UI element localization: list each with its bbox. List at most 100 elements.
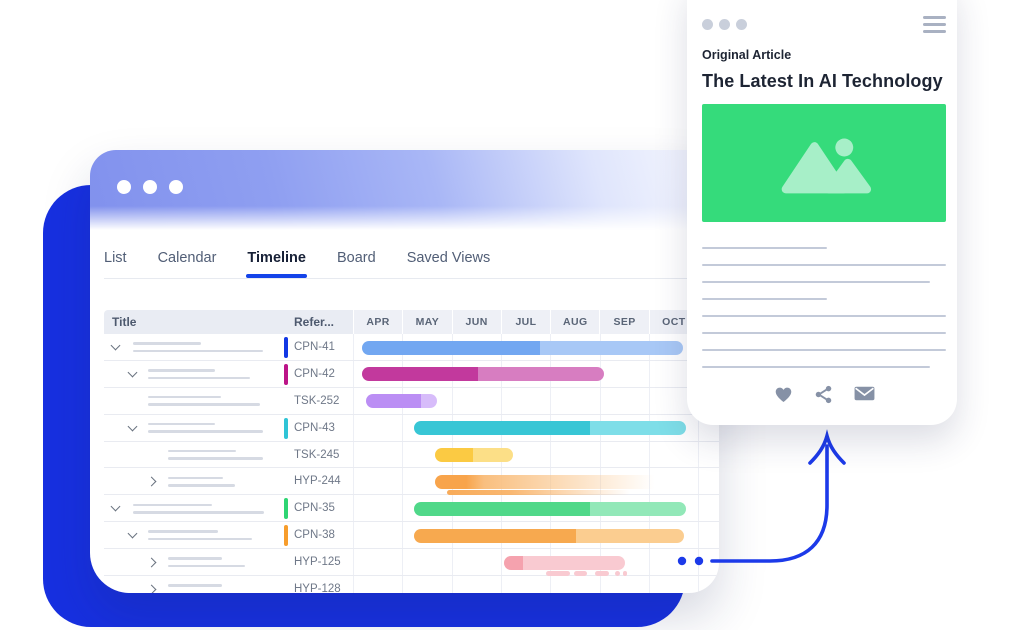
reference-label: HYP-128 — [294, 583, 341, 593]
months-header: APR MAY JUN JUL AUG SEP OCT — [352, 310, 719, 334]
gantt-bar[interactable] — [434, 474, 659, 489]
title-skeleton-line — [148, 530, 218, 533]
text-skeleton-line — [702, 298, 827, 301]
month-column-header: JUN — [451, 310, 501, 334]
chevron-right-icon[interactable] — [146, 584, 157, 593]
text-skeleton-line — [702, 349, 946, 352]
table-header: Title Refer... APR MAY JUN JUL AUG SEP OCT — [104, 310, 719, 334]
tab-saved-views[interactable]: Saved Views — [406, 250, 491, 266]
timeline-rows: CPN-41 CPN-42 TSK-252 CPN-43 TSK-245 HYP-244 C… — [104, 334, 719, 593]
timeline-row[interactable]: CPN-38 — [104, 522, 719, 550]
title-skeleton-line — [148, 537, 252, 541]
title-skeleton-line — [168, 584, 222, 587]
timeline-row[interactable]: CPN-43 — [104, 415, 719, 442]
timeline-row[interactable]: CPN-41 — [104, 334, 719, 361]
gantt-bar[interactable] — [414, 421, 687, 436]
row-accent-bar — [284, 363, 288, 385]
share-icon[interactable] — [813, 384, 834, 405]
gantt-subbar — [447, 489, 631, 495]
chevron-down-icon[interactable] — [127, 421, 138, 432]
gantt-bar[interactable] — [434, 448, 514, 463]
title-skeleton-line — [168, 457, 263, 460]
image-placeholder-icon — [781, 138, 872, 194]
gantt-dash — [545, 571, 570, 577]
timeline-row[interactable]: TSK-252 — [104, 388, 719, 415]
timeline-row[interactable]: TSK-245 — [104, 442, 719, 469]
timeline-table: Title Refer... APR MAY JUN JUL AUG SEP OCT CPN… — [104, 310, 719, 593]
title-skeleton-line — [168, 484, 235, 487]
arrow-head — [808, 429, 846, 465]
tab-calendar[interactable]: Calendar — [157, 250, 217, 266]
row-accent-bar — [284, 417, 288, 439]
timeline-row[interactable]: CPN-42 — [104, 361, 719, 388]
timeline-row[interactable]: HYP-128 — [104, 576, 719, 593]
card-menu-dot — [719, 19, 730, 31]
grid-line — [550, 334, 552, 593]
chevron-down-icon[interactable] — [127, 367, 138, 378]
title-skeleton-line — [168, 557, 222, 560]
card-window-dots — [702, 19, 747, 31]
email-icon[interactable] — [853, 384, 876, 405]
timeline-row[interactable]: CPN-35 — [104, 495, 719, 523]
window-control-dot[interactable] — [117, 180, 131, 194]
tab-list[interactable]: List — [104, 250, 127, 266]
chevron-right-icon[interactable] — [146, 476, 157, 487]
title-skeleton-line — [148, 403, 260, 406]
article-text-skeleton — [702, 247, 946, 369]
reference-label: CPN-42 — [294, 367, 335, 380]
gantt-bar[interactable] — [365, 394, 437, 409]
month-column-header: MAY — [402, 310, 452, 334]
like-icon[interactable] — [773, 384, 794, 405]
gantt-dash — [623, 571, 628, 577]
card-menu-dot — [702, 19, 713, 31]
reference-label: HYP-125 — [294, 556, 341, 569]
arrow-line — [710, 444, 829, 563]
gantt-bar[interactable] — [414, 501, 687, 516]
gantt-dash — [614, 571, 620, 577]
tabs-divider — [104, 278, 719, 279]
hamburger-menu-icon[interactable] — [923, 16, 946, 34]
row-accent-bar — [284, 337, 288, 358]
grid-line — [698, 334, 700, 593]
title-skeleton-line — [148, 395, 221, 399]
tab-timeline[interactable]: Timeline — [246, 250, 307, 278]
title-skeleton-line — [148, 422, 215, 426]
gantt-bar[interactable] — [503, 555, 626, 570]
window-control-dot[interactable] — [169, 180, 183, 194]
title-skeleton-line — [168, 564, 245, 568]
text-skeleton-line — [702, 247, 827, 250]
chevron-down-icon[interactable] — [110, 340, 121, 351]
timeline-row[interactable]: HYP-125 — [104, 549, 719, 577]
window-header — [90, 150, 719, 230]
title-skeleton-line — [133, 342, 201, 345]
chevron-right-icon[interactable] — [146, 557, 157, 568]
title-skeleton-line — [168, 449, 236, 453]
chevron-down-icon[interactable] — [110, 501, 121, 512]
title-skeleton-line — [133, 349, 263, 353]
gantt-bar[interactable] — [361, 340, 684, 355]
timeline-row[interactable]: HYP-244 — [104, 468, 719, 496]
text-skeleton-line — [702, 281, 930, 284]
reference-label: CPN-38 — [294, 529, 335, 542]
chevron-down-icon[interactable] — [127, 528, 138, 539]
window-control-dot[interactable] — [143, 180, 157, 194]
month-column-header: JUL — [500, 310, 551, 334]
grid-line — [353, 334, 354, 593]
reference-label: CPN-43 — [294, 421, 335, 434]
month-column-header: SEP — [599, 310, 649, 334]
gantt-bar[interactable] — [361, 367, 605, 382]
text-skeleton-line — [702, 315, 946, 318]
grid-line — [648, 334, 650, 593]
gantt-bar[interactable] — [414, 528, 684, 543]
row-accent-bar — [284, 525, 288, 547]
text-skeleton-line — [702, 332, 946, 335]
article-title: The Latest In AI Technology — [702, 71, 943, 92]
text-skeleton-line — [702, 264, 946, 267]
reference-column-header: Refer... — [294, 315, 335, 329]
grid-line — [599, 334, 601, 593]
reference-label: CPN-35 — [294, 502, 335, 515]
month-column-header: APR — [352, 310, 403, 334]
tab-board[interactable]: Board — [336, 250, 376, 266]
title-skeleton-line — [148, 376, 250, 380]
